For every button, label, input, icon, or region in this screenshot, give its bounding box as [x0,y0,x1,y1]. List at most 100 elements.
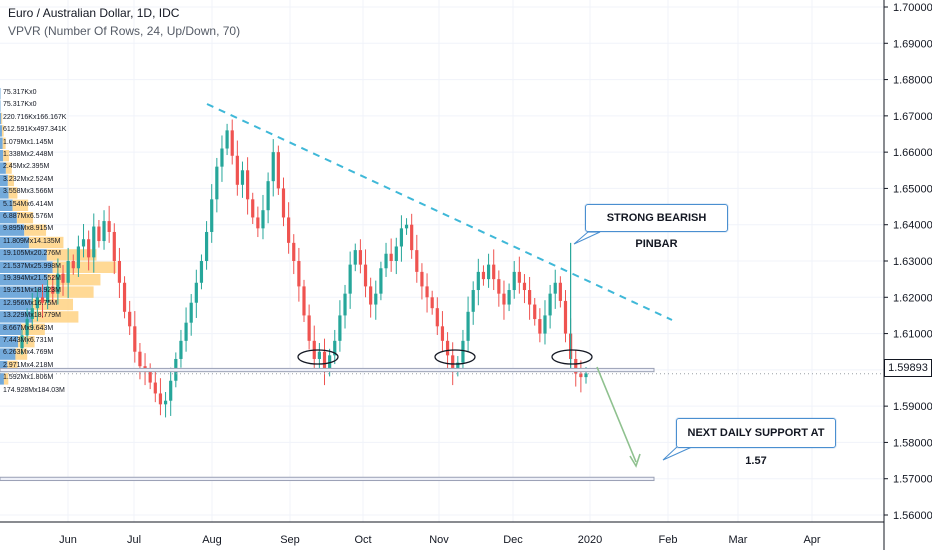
vp-row-label: 1.338Mx2.448M [3,151,53,158]
candle-body [82,239,85,246]
vp-bar-down [53,262,117,273]
candle-body [225,130,228,148]
candle-body [159,393,162,404]
x-tick-label: Apr [803,534,820,546]
symbol-title: Euro / Australian Dollar, 1D, IDC [8,6,240,20]
candle-body [205,232,208,261]
vp-row-label: 8.667Mx9.643M [3,325,53,332]
candle-body [133,326,136,351]
y-tick-label: 1.57000 [893,474,932,486]
candle-body [451,355,454,370]
candle-body [405,225,408,229]
y-tick-label: 1.69000 [893,38,932,50]
candle-body [277,152,280,188]
x-tick-label: Jul [127,534,141,546]
candle-body [518,272,521,283]
candle-body [379,268,382,293]
candle-body [528,290,531,305]
candle-body [425,286,428,297]
vp-row-label: 21.537Mx25.998M [3,263,61,270]
current-price-tag: 1.59893 [884,359,932,377]
vp-row-label: 5.154Mx6.414M [3,201,53,208]
candle-body [220,149,223,167]
vp-row-label: 12.956Mx16.75M [3,300,57,307]
pinbar-callout[interactable]: STRONG BEARISH PINBAR [585,204,728,232]
support-touch-ellipse [435,350,475,364]
y-tick-label: 1.68000 [893,75,932,87]
y-tick-label: 1.64000 [893,220,932,232]
x-tick-label: Oct [354,534,371,546]
candle-body [497,279,500,294]
support-callout[interactable]: NEXT DAILY SUPPORT AT 1.57 [676,418,836,448]
candle-body [97,227,100,242]
chart-legend: Euro / Australian Dollar, 1D, IDC VPVR (… [8,6,240,38]
candle-body [369,286,372,304]
vp-row-label: 612.591Kx497.341K [3,126,66,133]
vp-row-label: 9.895Mx8.915M [3,225,53,232]
vp-row-label: 19.251Mx18.923M [3,287,61,294]
candle-body [190,303,193,323]
candle-body [87,239,90,257]
candle-body [169,381,172,401]
x-tick-label: Mar [729,534,748,546]
y-tick-label: 1.65000 [893,183,932,195]
candle-body [261,210,264,228]
candle-body [195,283,198,303]
vp-row-label: 6.887Mx6.576M [3,213,53,220]
candle-body [267,181,270,210]
candle-body [564,301,567,334]
candle-body [282,188,285,217]
candle-body [246,170,249,199]
candle-body [415,250,418,272]
candle-body [118,261,121,283]
candle-body [513,272,516,290]
vp-row-label: 19.394Mx21.552M [3,275,61,282]
candle-body [374,294,377,305]
candle-body [338,315,341,340]
vp-row-label: 75.317Kx0 [3,89,36,96]
x-tick-label: Dec [503,534,523,546]
candle-body [302,286,305,315]
candle-body [441,326,444,341]
candle-body [502,294,505,305]
candle-body [390,254,393,261]
candle-body [349,265,352,294]
candle-body [554,283,557,294]
candle-body [446,341,449,356]
candle-body [400,228,403,246]
candle-body [113,232,116,261]
candle-body [308,315,311,340]
vp-row-label: 3.558Mx3.566M [3,188,53,195]
candle-body [559,283,562,301]
candle-body [323,352,326,370]
x-tick-label: Sep [280,534,300,546]
candle-body [210,199,213,232]
candle-body [359,250,362,265]
candle-body [482,272,485,279]
y-tick-label: 1.63000 [893,256,932,268]
vp-row-label: 2.971Mx4.218M [3,362,53,369]
y-tick-label: 1.61000 [893,329,932,341]
support-zone [0,368,654,371]
candle-body [200,261,203,283]
y-tick-label: 1.62000 [893,292,932,304]
support-zone [0,477,654,480]
candle-body [231,130,234,155]
candle-body [164,401,167,405]
pinbar-callout-pointer [574,232,600,244]
candle-body [477,272,480,290]
candle-body [292,243,295,261]
candle-body [364,265,367,287]
candle-body [236,156,239,185]
candle-body [492,265,495,280]
vp-row-label: 1.079Mx1.145M [3,139,53,146]
y-tick-label: 1.70000 [893,2,932,14]
candle-body [123,283,126,312]
candle-body [461,341,464,363]
candle-body [549,294,552,316]
vp-row-label: 2.45Mx2.395M [3,163,49,170]
candle-body [61,274,64,283]
